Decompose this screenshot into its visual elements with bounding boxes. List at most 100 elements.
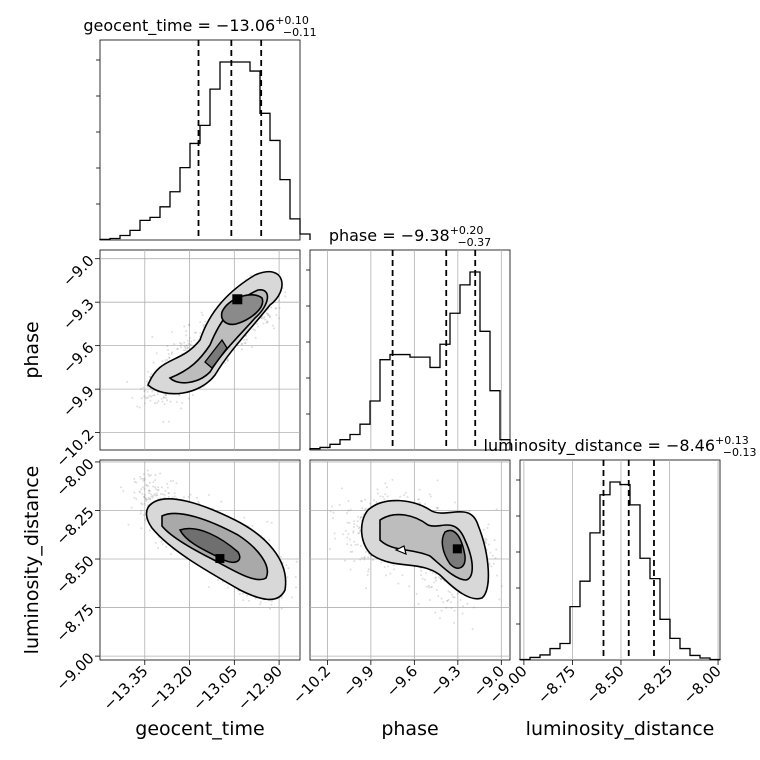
scatter-point <box>286 576 289 579</box>
scatter-point <box>453 609 456 612</box>
scatter-point <box>484 537 487 540</box>
scatter-point <box>220 500 223 503</box>
scatter-point <box>145 397 148 400</box>
scatter-point <box>185 330 188 333</box>
scatter-point <box>447 590 450 593</box>
scatter-point <box>272 324 275 327</box>
scatter-point <box>280 607 283 610</box>
scatter-point <box>152 394 155 397</box>
scatter-point <box>285 564 288 567</box>
scatter-point <box>352 530 355 533</box>
y-axis-label: phase <box>21 321 43 378</box>
scatter-point <box>162 396 165 399</box>
scatter-point <box>143 502 146 505</box>
scatter-point <box>417 498 420 501</box>
y-tick-label: −9.3 <box>59 295 97 333</box>
contour-inner <box>178 527 241 563</box>
scatter-point <box>360 499 363 502</box>
scatter-point <box>338 503 341 506</box>
scatter-point <box>254 336 257 339</box>
scatter-point <box>127 523 130 526</box>
scatter-point <box>150 395 153 398</box>
density-peak <box>232 294 243 305</box>
scatter-point <box>159 472 162 475</box>
scatter-point <box>359 558 362 561</box>
x-axis-label: geocent_time <box>135 718 264 740</box>
scatter-point <box>141 503 144 506</box>
scatter-point <box>155 494 158 497</box>
scatter-point <box>266 321 269 324</box>
scatter-point <box>461 612 464 615</box>
scatter-point <box>437 595 440 598</box>
contour-inner <box>204 338 228 369</box>
scatter-point <box>189 493 192 496</box>
scatter-point <box>148 492 151 495</box>
scatter-point <box>135 498 138 501</box>
scatter-point <box>157 486 160 489</box>
scatter-point <box>147 370 150 373</box>
scatter-point <box>278 317 281 320</box>
scatter-point <box>284 295 287 298</box>
scatter-point <box>149 474 152 477</box>
scatter-point <box>259 603 262 606</box>
scatter-point <box>141 493 144 496</box>
scatter-point <box>365 507 368 510</box>
scatter-point <box>202 324 205 327</box>
scatter-point <box>436 507 439 510</box>
density-contours <box>145 497 287 601</box>
scatter-point <box>452 621 455 624</box>
scatter-point <box>435 506 438 509</box>
scatter-point <box>449 591 452 594</box>
scatter-point <box>360 545 363 548</box>
scatter-point <box>241 592 244 595</box>
histogram-phase <box>306 249 511 451</box>
scatter-point <box>241 343 244 346</box>
scatter-point <box>140 502 143 505</box>
scatter-point <box>471 628 474 631</box>
scatter-point <box>139 491 142 494</box>
scatter-point <box>143 395 146 398</box>
scatter-point <box>238 592 241 595</box>
scatter-point <box>295 586 298 589</box>
scatter-point <box>149 489 152 492</box>
scatter-point <box>163 494 166 497</box>
scatter-point <box>254 329 257 332</box>
y-tick-label: −8.75 <box>52 601 97 646</box>
scatter-point <box>138 406 141 409</box>
scatter-point <box>262 317 265 320</box>
scatter-point <box>357 515 360 518</box>
scatter-point <box>160 397 163 400</box>
scatter-point <box>153 394 156 397</box>
scatter-point <box>171 496 174 499</box>
scatter-point <box>273 327 276 330</box>
scatter-point <box>427 584 430 587</box>
scatter-point <box>166 358 169 361</box>
scatter-point <box>149 375 152 378</box>
scatter-point <box>386 495 389 498</box>
scatter-point <box>331 505 334 508</box>
scatter-point <box>265 312 268 315</box>
title-phase: phase = −9.38+0.20 −0.37 <box>329 224 491 249</box>
scatter-point <box>161 543 164 546</box>
scatter-point <box>485 538 488 541</box>
scatter-point <box>244 341 247 344</box>
scatter-point <box>154 486 157 489</box>
scatter-point <box>496 574 499 577</box>
scatter-point <box>143 389 146 392</box>
scatter-point <box>166 486 169 489</box>
scatter-point <box>195 331 198 334</box>
scatter-point <box>247 599 250 602</box>
contour-inner <box>394 545 407 555</box>
scatter-point <box>278 307 281 310</box>
scatter-point <box>345 512 348 515</box>
scatter-point <box>166 399 169 402</box>
scatter-point <box>490 565 493 568</box>
scatter-point <box>392 564 395 567</box>
scatter-point <box>169 400 172 403</box>
scatter-point <box>145 484 148 487</box>
scatter-point <box>495 508 498 511</box>
scatter-point <box>389 572 392 575</box>
scatter-point <box>193 339 196 342</box>
scatter-point <box>185 344 188 347</box>
